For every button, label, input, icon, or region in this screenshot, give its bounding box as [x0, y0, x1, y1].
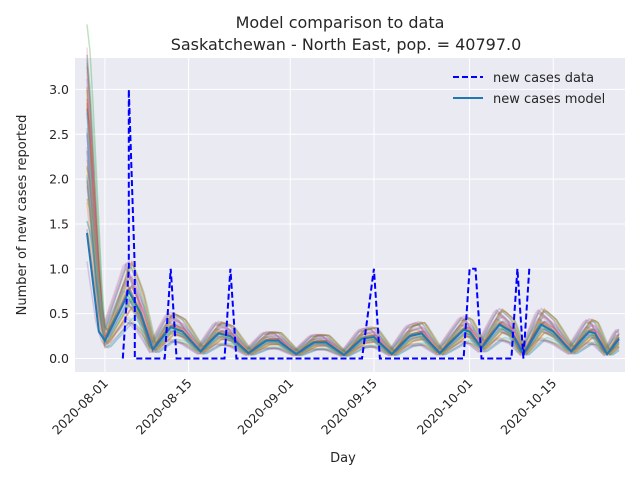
- y-tick-label: 1.5: [49, 216, 69, 231]
- legend: new cases data new cases model: [453, 71, 605, 107]
- x-tick-label: 2020-10-01: [414, 376, 476, 438]
- x-tick-label: 2020-09-15: [318, 376, 380, 438]
- ensemble-line: [86, 63, 620, 354]
- ensemble-line: [86, 54, 620, 353]
- model-ensemble: [86, 24, 620, 358]
- y-axis-label: Number of new cases reported: [15, 115, 30, 316]
- ensemble-line: [86, 47, 620, 355]
- ensemble-line: [86, 147, 619, 353]
- series-line-data: [121, 89, 531, 360]
- y-tick-label: 2.0: [49, 172, 69, 187]
- x-tick-label: 2020-08-01: [49, 376, 111, 438]
- ensemble-line: [86, 71, 620, 355]
- chart-subtitle: Saskatchewan - North East, pop. = 40797.…: [171, 35, 522, 54]
- x-tick-label: 2020-08-15: [133, 376, 195, 438]
- legend-label-model: new cases model: [493, 92, 605, 107]
- x-tick-label: 2020-09-01: [234, 376, 296, 438]
- y-tick-label: 0.5: [49, 306, 69, 321]
- y-tick-label: 2.5: [49, 127, 69, 142]
- y-tick-labels: 0.0 0.5 1.0 1.5 2.0 2.5 3.0: [49, 82, 69, 366]
- series-line-model: [86, 232, 620, 357]
- legend-label-data: new cases data: [493, 71, 594, 86]
- y-tick-label: 3.0: [49, 82, 69, 97]
- series-layer: [86, 89, 620, 360]
- y-tick-label: 0.0: [49, 351, 69, 366]
- grid: [75, 58, 625, 372]
- ensemble-line: [86, 78, 619, 354]
- ensemble-line: [86, 88, 619, 355]
- ensemble-line: [86, 134, 620, 355]
- ensemble-line: [86, 150, 619, 355]
- x-tick-label: 2020-10-15: [497, 376, 559, 438]
- ensemble-line: [86, 177, 620, 355]
- ensemble-line: [86, 54, 620, 353]
- chart-title: Model comparison to data: [236, 13, 445, 32]
- ensemble-line: [86, 127, 619, 354]
- x-tick-labels: 2020-08-01 2020-08-15 2020-09-01 2020-09-15…: [49, 376, 559, 438]
- ensemble-line: [86, 59, 620, 355]
- y-tick-label: 1.0: [49, 261, 69, 276]
- x-axis-label: Day: [330, 451, 356, 466]
